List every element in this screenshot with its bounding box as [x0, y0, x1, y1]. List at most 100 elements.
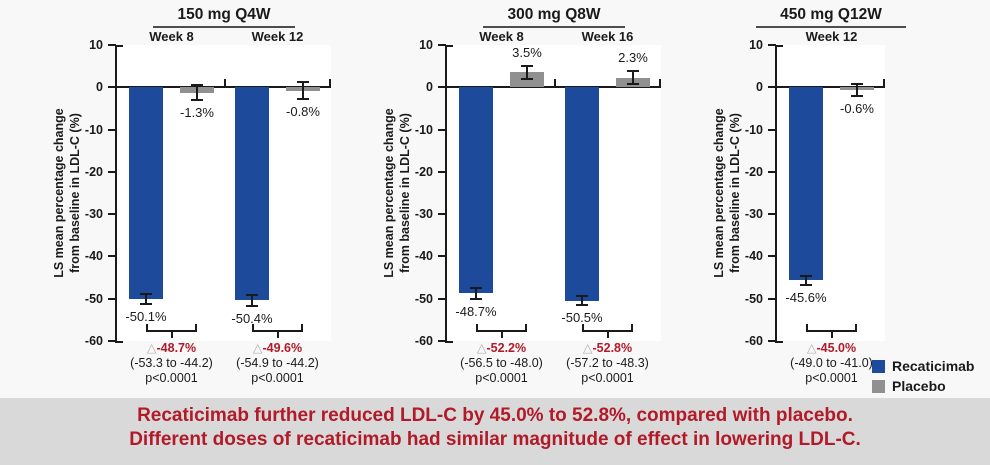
chart-area: 150 mg Q4W 10 0 -10 -20 -30 -40 -50 -60 LS mean p…: [51, 6, 917, 385]
y-tick-label: -40: [84, 249, 103, 264]
y-tick: [438, 128, 446, 131]
difference-ci: (-54.9 to -44.2): [236, 356, 319, 370]
error-bar: [856, 83, 858, 97]
y-tick: [108, 297, 116, 300]
difference-annotation: △-45.0%: [747, 341, 917, 356]
y-tick-label: -60: [414, 334, 433, 348]
legend-label-placebo: Placebo: [892, 378, 946, 394]
y-tick-label: -50: [414, 291, 433, 306]
y-tick: [768, 297, 776, 300]
triangle-icon: △: [476, 341, 487, 355]
y-tick-label: -10: [744, 122, 763, 137]
bar-value-label: -1.3%: [180, 105, 214, 121]
difference-bracket-left-tick: [252, 324, 254, 332]
y-axis-title: LS mean percentage change from baseline i…: [51, 43, 85, 343]
y-tick: [108, 86, 116, 89]
panel-title-wrap: 150 mg Q4W: [84, 6, 364, 28]
recaticimab-swatch-icon: [872, 359, 885, 373]
y-axis: [445, 45, 447, 343]
error-bar: [145, 292, 147, 306]
y-axis-title-line2: from baseline in LDL-C (%): [398, 113, 412, 273]
difference-p: p<0.0001: [251, 371, 304, 385]
y-tick-label: -40: [414, 249, 433, 264]
axis-end-tick: [883, 79, 885, 88]
y-tick: [108, 44, 116, 46]
difference-ci: (-57.2 to -48.3): [566, 356, 649, 370]
y-tick: [108, 170, 116, 173]
legend-label-recaticimab: Recaticimab: [892, 358, 975, 374]
y-tick: [768, 340, 776, 342]
difference-annotation: △-49.6%: [193, 341, 363, 356]
y-tick: [108, 213, 116, 216]
y-tick-label: 0: [426, 80, 433, 95]
panel-title-wrap: 300 mg Q8W: [414, 6, 694, 28]
error-bar: [302, 81, 304, 100]
y-tick: [768, 86, 776, 89]
y-tick: [768, 128, 776, 131]
week-label: Week 8: [479, 29, 524, 44]
y-tick: [438, 255, 446, 258]
y-tick-label: -60: [84, 334, 103, 348]
error-bar-cap-top: [140, 292, 152, 295]
error-bar: [526, 65, 528, 80]
difference-annotation: △-48.7%: [87, 341, 257, 356]
error-bar: [251, 294, 253, 307]
error-bar: [632, 69, 634, 86]
difference-delta: -52.2%: [486, 341, 527, 355]
error-bar-cap-bottom: [140, 303, 152, 306]
difference-annotation: △-52.8%: [523, 341, 693, 356]
y-tick-label: -20: [414, 164, 433, 179]
recaticimab-bar: [129, 87, 163, 300]
placebo-swatch-icon: [872, 379, 885, 393]
y-axis-title: LS mean percentage change from baseline i…: [711, 43, 745, 343]
axis-end-tick: [659, 79, 661, 88]
y-tick: [438, 86, 446, 89]
legend-item-placebo: Placebo: [872, 376, 974, 396]
y-tick-label: -30: [414, 207, 433, 222]
difference-p: p<0.0001: [805, 371, 858, 385]
error-bar: [805, 274, 807, 286]
y-tick: [768, 44, 776, 46]
y-axis-bottom-cap: [115, 341, 123, 343]
difference-bracket-mid-tick: [276, 330, 279, 338]
week-label: Week 16: [581, 29, 634, 44]
triangle-icon: △: [806, 341, 817, 355]
y-axis: [775, 45, 777, 343]
banner-line-2: Different doses of recaticimab had simil…: [129, 429, 861, 450]
error-bar: [581, 295, 583, 307]
error-bar-cap-bottom: [470, 297, 482, 300]
y-tick-label: 10: [749, 38, 763, 52]
bar-value-label: -50.1%: [125, 309, 167, 325]
y-axis-top-cap: [115, 45, 123, 47]
y-tick-label: -60: [744, 334, 763, 348]
zero-line: [117, 86, 331, 89]
difference-bracket-left-tick: [146, 324, 148, 332]
error-bar-cap-bottom: [297, 97, 309, 100]
error-bar-cap-bottom: [246, 304, 258, 307]
difference-p: p<0.0001: [581, 371, 634, 385]
bar-value-label: -50.5%: [561, 310, 603, 326]
bar-value-label: 2.3%: [618, 49, 648, 65]
difference-bracket-mid-tick: [170, 330, 173, 338]
error-bar-cap-bottom: [851, 94, 863, 97]
y-axis-title-line1: LS mean percentage change: [52, 108, 66, 278]
panel-title: 300 mg Q8W: [483, 6, 625, 28]
difference-ci: (-49.0 to -41.0): [790, 356, 873, 370]
y-axis-top-cap: [775, 45, 783, 47]
triangle-icon: △: [582, 341, 593, 355]
y-tick-label: -40: [744, 249, 763, 264]
difference-bracket-right-tick: [301, 324, 303, 332]
y-tick: [108, 340, 116, 342]
triangle-icon: △: [252, 341, 263, 355]
difference-bracket-right-tick: [855, 324, 857, 332]
error-bar-cap-bottom: [627, 83, 639, 86]
y-tick: [108, 128, 116, 131]
y-axis-top-cap: [445, 45, 453, 47]
error-bar: [475, 286, 477, 300]
banner-line-1: Recaticimab further reduced LDL-C by 45.…: [137, 405, 853, 426]
placebo-bar: [510, 72, 544, 88]
recaticimab-bar: [459, 87, 493, 294]
error-bar-cap-top: [246, 294, 258, 297]
legend: Recaticimab Placebo: [872, 356, 974, 396]
